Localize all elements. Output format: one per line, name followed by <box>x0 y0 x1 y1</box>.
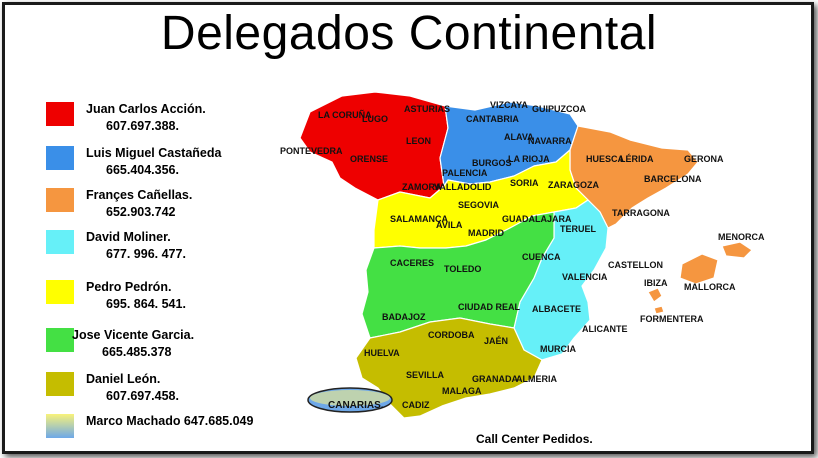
island-ibiza <box>647 287 663 303</box>
page-title: Delegados Continental <box>160 7 658 60</box>
label-guadalajara: GUADALAJARA <box>502 214 572 224</box>
label-huesca: HUESCA <box>586 154 625 164</box>
legend-name: Pedro Pedrón. <box>86 280 172 294</box>
label-castellon: CASTELLON <box>608 260 663 270</box>
label-salamanca: SALAMANCA <box>390 214 448 224</box>
spain-map: LA CORUÑA LUGO ASTURIAS PONTEVEDRA ORENS… <box>280 91 765 419</box>
label-cadiz: CADIZ <box>402 400 430 410</box>
island-menorca <box>721 241 753 259</box>
label-teruel: TERUEL <box>560 224 597 234</box>
label-avila: AVILA <box>436 220 463 230</box>
label-navarra: NAVARRA <box>528 136 572 146</box>
label-lugo: LUGO <box>362 114 388 124</box>
legend-item-luis-miguel: Luis Miguel Castañeda 665.404.356. <box>46 146 306 186</box>
legend-swatch-blue <box>46 146 74 170</box>
label-orense: ORENSE <box>350 154 388 164</box>
legend-phone: 695. 864. 541. <box>106 297 186 311</box>
legend-swatch-gradient <box>46 414 74 438</box>
label-ciudad-real: CIUDAD REAL <box>458 302 521 312</box>
label-valladolid: VALLADOLID <box>434 182 492 192</box>
legend-phone: 607.697.388. <box>106 119 179 133</box>
legend-name: Françes Cañellas. <box>86 188 193 202</box>
legend-phone: 665.485.378 <box>102 345 172 359</box>
legend-swatch-red <box>46 102 74 126</box>
legend-swatch-cyan <box>46 230 74 254</box>
island-mallorca <box>679 253 719 285</box>
legend-item-juan-carlos: Juan Carlos Acción. 607.697.388. <box>46 102 306 142</box>
legend-name: Juan Carlos Acción. <box>86 102 206 116</box>
legend-phone: 607.697.458. <box>106 389 179 403</box>
label-canarias: CANARIAS. <box>328 400 384 411</box>
legend-name: David Moliner. <box>86 230 171 244</box>
call-center-label: Call Center Pedidos. <box>476 432 593 446</box>
legend-name: Marco Machado 647.685.049 <box>86 414 254 428</box>
legend-item-daniel: Daniel León. 607.697.458. <box>46 372 306 412</box>
label-barcelona: BARCELONA <box>644 174 702 184</box>
label-cordoba: CORDOBA <box>428 330 475 340</box>
legend-item-frances: Françes Cañellas. 652.903.742 <box>46 188 306 228</box>
label-cantabria: CANTABRIA <box>466 114 519 124</box>
label-toledo: TOLEDO <box>444 264 481 274</box>
label-badajoz: BADAJOZ <box>382 312 426 322</box>
legend-name: Daniel León. <box>86 372 161 386</box>
label-madrid: MADRID <box>468 228 504 238</box>
label-albacete: ALBACETE <box>532 304 581 314</box>
label-mallorca: MALLORCA <box>684 282 736 292</box>
legend-name: Luis Miguel Castañeda <box>86 146 222 160</box>
legend-swatch-olive <box>46 372 74 396</box>
label-pontevedra: PONTEVEDRA <box>280 146 343 156</box>
label-jaen: JAÉN <box>484 336 508 346</box>
label-soria: SORIA <box>510 178 539 188</box>
label-caceres: CACERES <box>390 258 434 268</box>
label-zaragoza: ZARAGOZA <box>548 180 599 190</box>
label-tarragona: TARRAGONA <box>612 208 670 218</box>
label-asturias: ASTURIAS <box>404 104 450 114</box>
legend-swatch-green <box>46 328 74 352</box>
legend-phone: 652.903.742 <box>106 205 176 219</box>
label-cuenca: CUENCA <box>522 252 561 262</box>
legend-swatch-yellow <box>46 280 74 304</box>
label-vizcaya: VIZCAYA <box>490 100 528 110</box>
legend-item-david: David Moliner. 677. 996. 477. <box>46 230 306 270</box>
label-ibiza: IBIZA <box>644 278 668 288</box>
label-sevilla: SEVILLA <box>406 370 445 380</box>
label-zamora: ZAMORA <box>402 182 442 192</box>
legend-name: Jose Vicente Garcia. <box>72 328 195 342</box>
legend-phone: 677. 996. 477. <box>106 247 186 261</box>
label-murcia: MURCIA <box>540 344 576 354</box>
legend-item-jose-vicente: Jose Vicente Garcia. 665.485.378 <box>46 328 306 368</box>
label-la-coruna: LA CORUÑA <box>318 110 372 120</box>
label-valencia: VALENCIA <box>562 272 608 282</box>
legend-phone: 665.404.356. <box>106 163 179 177</box>
island-formentera <box>653 305 665 315</box>
label-malaga: MALAGA <box>442 386 482 396</box>
label-alicante: ALICANTE <box>582 324 628 334</box>
label-leon: LEON <box>406 136 431 146</box>
label-segovia: SEGOVIA <box>458 200 500 210</box>
label-lerida: LÉRIDA <box>620 154 654 164</box>
region-olive <box>355 317 543 419</box>
label-alava: ALAVA <box>504 132 534 142</box>
label-almeria: ALMERIA <box>516 374 557 384</box>
legend-swatch-orange <box>46 188 74 212</box>
region-green <box>361 211 555 339</box>
label-formentera: FORMENTERA <box>640 314 704 324</box>
label-la-rioja: LA RIOJA <box>508 154 550 164</box>
label-granada: GRANADA <box>472 374 518 384</box>
label-burgos: BURGOS <box>472 158 512 168</box>
label-menorca: MENORCA <box>718 232 765 242</box>
label-guipuzcoa: GUIPUZCOA <box>532 104 587 114</box>
label-huelva: HUELVA <box>364 348 400 358</box>
label-palencia: PALENCIA <box>442 168 488 178</box>
legend-item-pedro: Pedro Pedrón. 695. 864. 541. <box>46 280 306 320</box>
legend-item-marco: Marco Machado 647.685.049 <box>46 414 306 454</box>
label-gerona: GERONA <box>684 154 724 164</box>
